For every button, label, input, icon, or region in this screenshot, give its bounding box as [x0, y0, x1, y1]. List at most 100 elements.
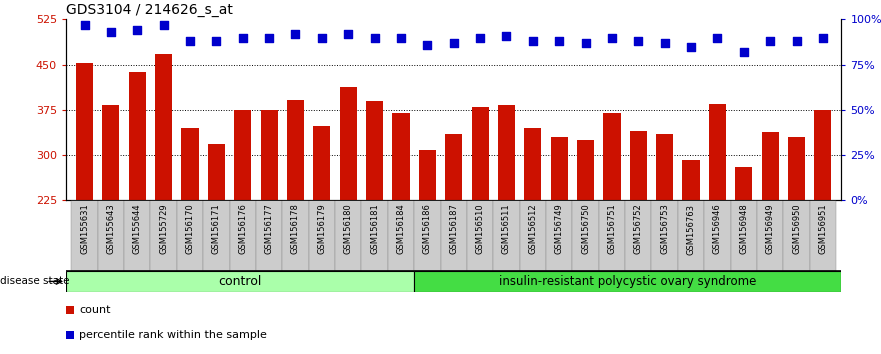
Text: GSM156763: GSM156763 — [686, 204, 695, 255]
Point — [526, 38, 540, 44]
Bar — [234, 110, 251, 336]
Bar — [573, 200, 599, 271]
Bar — [626, 200, 651, 271]
Point — [236, 35, 250, 40]
Text: GSM155631: GSM155631 — [80, 204, 89, 254]
Bar — [761, 132, 779, 336]
Point — [763, 38, 777, 44]
Text: GSM155644: GSM155644 — [133, 204, 142, 254]
Point — [500, 33, 514, 39]
Bar — [551, 137, 567, 336]
Bar — [810, 200, 836, 271]
Point — [632, 38, 646, 44]
Point — [420, 42, 434, 47]
Bar — [76, 63, 93, 336]
Text: GSM156510: GSM156510 — [476, 204, 485, 254]
Bar — [757, 200, 783, 271]
Bar — [656, 134, 673, 336]
Bar — [651, 200, 677, 271]
Bar — [340, 87, 357, 336]
Bar — [814, 110, 832, 336]
Bar — [440, 200, 467, 271]
Text: GSM156948: GSM156948 — [739, 204, 748, 254]
Point — [816, 35, 830, 40]
Bar — [388, 200, 414, 271]
Text: GSM156179: GSM156179 — [317, 204, 326, 254]
Bar — [66, 271, 413, 292]
Bar — [704, 200, 730, 271]
Text: GSM156951: GSM156951 — [818, 204, 827, 254]
Point — [684, 44, 698, 49]
Bar — [445, 134, 463, 336]
Bar — [177, 200, 204, 271]
Point — [473, 35, 487, 40]
Bar — [730, 200, 757, 271]
Bar — [414, 200, 440, 271]
Text: control: control — [218, 275, 262, 288]
Point — [579, 40, 593, 46]
Point — [262, 35, 276, 40]
Point — [447, 40, 461, 46]
Bar — [366, 101, 383, 336]
Bar — [282, 200, 308, 271]
Bar — [467, 200, 493, 271]
Bar — [102, 105, 120, 336]
Text: GSM156750: GSM156750 — [581, 204, 590, 254]
Bar — [181, 128, 198, 336]
Bar — [788, 137, 805, 336]
Bar — [520, 200, 546, 271]
Text: GSM156176: GSM156176 — [238, 204, 248, 255]
Bar — [599, 200, 626, 271]
Bar — [124, 200, 151, 271]
Text: GSM156512: GSM156512 — [529, 204, 537, 254]
Bar — [361, 200, 388, 271]
Bar — [151, 200, 177, 271]
Bar — [546, 200, 573, 271]
Bar — [287, 99, 304, 336]
Text: GSM156753: GSM156753 — [660, 204, 670, 255]
Bar — [493, 200, 520, 271]
Bar — [261, 110, 278, 336]
Bar — [98, 200, 124, 271]
Bar — [736, 167, 752, 336]
Bar — [413, 271, 841, 292]
Point — [183, 38, 197, 44]
Point — [394, 35, 408, 40]
Text: GSM156184: GSM156184 — [396, 204, 405, 254]
Text: GSM155729: GSM155729 — [159, 204, 168, 254]
Bar — [683, 160, 700, 336]
Bar — [630, 131, 647, 336]
Text: GSM156946: GSM156946 — [713, 204, 722, 254]
Point — [367, 35, 381, 40]
Bar — [577, 140, 594, 336]
Bar — [314, 126, 330, 336]
Bar — [418, 150, 436, 336]
Text: percentile rank within the sample: percentile rank within the sample — [79, 330, 267, 339]
Point — [288, 31, 302, 37]
Text: GSM156749: GSM156749 — [555, 204, 564, 254]
Text: GSM156511: GSM156511 — [502, 204, 511, 254]
Bar — [155, 54, 172, 336]
Point — [78, 22, 92, 28]
Point — [341, 31, 355, 37]
Point — [130, 28, 144, 33]
Bar — [335, 200, 361, 271]
Point — [605, 35, 619, 40]
Bar — [308, 200, 335, 271]
Point — [552, 38, 566, 44]
Point — [737, 49, 751, 55]
Text: GSM156177: GSM156177 — [264, 204, 274, 255]
Text: GSM156186: GSM156186 — [423, 204, 432, 255]
Text: GSM156171: GSM156171 — [212, 204, 221, 254]
Text: count: count — [79, 305, 111, 315]
Bar — [208, 144, 225, 336]
Text: GSM155643: GSM155643 — [107, 204, 115, 254]
Text: GSM156751: GSM156751 — [607, 204, 617, 254]
Bar — [204, 200, 230, 271]
Bar — [783, 200, 810, 271]
Point — [104, 29, 118, 35]
Point — [789, 38, 803, 44]
Bar — [603, 113, 620, 336]
Bar — [392, 113, 410, 336]
Text: GDS3104 / 214626_s_at: GDS3104 / 214626_s_at — [66, 3, 233, 17]
